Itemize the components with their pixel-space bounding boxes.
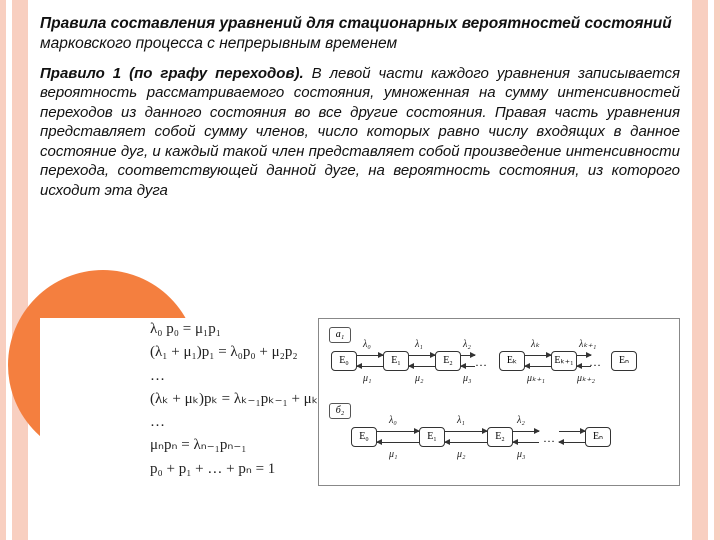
- graph-row-b: б₂ E₀ E₁ E₂ … Eₙ λ₀ λ₁ λ₂ μ₁ μ₂ μ₃: [327, 401, 671, 471]
- arrow-pair: [525, 351, 551, 371]
- rate-label: λₖ₊₁: [579, 339, 596, 350]
- slide-content: Правила составления уравнений для стацио…: [40, 14, 680, 200]
- arrow-pair: [461, 351, 475, 371]
- rate-label: λ₁: [457, 415, 465, 426]
- rate-label: μₖ₊₂: [577, 373, 595, 384]
- equation-line: (λₖ + μₖ)pₖ = λₖ₋₁pₖ₋₁ + μₖ₊₁pₖ₊₁: [150, 388, 300, 411]
- decor-stripe: [12, 0, 28, 540]
- rule-head: Правило 1 (по графу переходов).: [40, 65, 304, 82]
- rate-label: μ₁: [363, 373, 372, 384]
- transition-graph: a₁ E₀ E₁ E₂ … Eₖ Eₖ₊₁ … Eₙ λ₀ λ₁ λ₂ λₖ λ…: [318, 318, 680, 486]
- rate-label: μ₁: [389, 449, 398, 460]
- ellipsis: …: [543, 431, 555, 446]
- arrow-pair: [559, 427, 585, 447]
- rate-label: μ₂: [415, 373, 424, 384]
- equation-line: μₙpₙ = λₙ₋₁pₙ₋₁: [150, 434, 300, 457]
- equation-line: …: [150, 365, 300, 388]
- rate-label: λ₂: [517, 415, 525, 426]
- arrow-pair: [513, 427, 539, 447]
- title-italic: марковского процесса с непрерывным време…: [40, 35, 397, 52]
- rate-label: μₖ₊₁: [527, 373, 545, 384]
- state-node: E₀: [331, 351, 357, 371]
- state-node: Eₙ: [585, 427, 611, 447]
- state-node: E₁: [383, 351, 409, 371]
- equation-line: λ₀ p₀ = μ₁p₁: [150, 318, 300, 341]
- equation-line: p₀ + p₁ + … + pₙ = 1: [150, 458, 300, 481]
- ellipsis: …: [475, 355, 487, 370]
- equation-line: (λ₁ + μ₁)p₁ = λ₀p₀ + μ₂p₂: [150, 341, 300, 364]
- arrow-pair: [357, 351, 383, 371]
- row-label: a₁: [329, 327, 351, 343]
- rate-label: λ₀: [389, 415, 397, 426]
- rate-label: μ₃: [463, 373, 472, 384]
- rate-label: μ₃: [517, 449, 526, 460]
- rate-label: λₖ: [531, 339, 540, 350]
- graph-row-a: a₁ E₀ E₁ E₂ … Eₖ Eₖ₊₁ … Eₙ λ₀ λ₁ λ₂ λₖ λ…: [327, 325, 671, 395]
- state-node: Eₖ: [499, 351, 525, 371]
- rate-label: λ₁: [415, 339, 423, 350]
- title-bold: Правила составления уравнений для стацио…: [40, 15, 672, 32]
- state-node: E₀: [351, 427, 377, 447]
- lower-panel: λ₀ p₀ = μ₁p₁ (λ₁ + μ₁)p₁ = λ₀p₀ + μ₂p₂ ……: [40, 318, 680, 486]
- arrow-pair: [409, 351, 435, 371]
- state-node: E₁: [419, 427, 445, 447]
- arrow-pair: [445, 427, 487, 447]
- rule-paragraph: Правило 1 (по графу переходов). В левой …: [40, 64, 680, 201]
- rate-label: λ₀: [363, 339, 371, 350]
- row-label: б₂: [329, 403, 351, 419]
- decor-stripe: [714, 0, 720, 540]
- rate-label: λ₂: [463, 339, 471, 350]
- state-node: E₂: [487, 427, 513, 447]
- rule-body: В левой части каждого уравнения записыва…: [40, 65, 680, 199]
- decor-stripe: [692, 0, 708, 540]
- arrow-pair: [577, 351, 591, 371]
- equation-block: λ₀ p₀ = μ₁p₁ (λ₁ + μ₁)p₁ = λ₀p₀ + μ₂p₂ ……: [40, 318, 300, 486]
- rate-label: μ₂: [457, 449, 466, 460]
- state-node: Eₖ₊₁: [551, 351, 577, 371]
- slide-title: Правила составления уравнений для стацио…: [40, 14, 680, 54]
- decor-stripe: [0, 0, 6, 540]
- equation-line: …: [150, 411, 300, 434]
- state-node: E₂: [435, 351, 461, 371]
- arrow-pair: [377, 427, 419, 447]
- state-node: Eₙ: [611, 351, 637, 371]
